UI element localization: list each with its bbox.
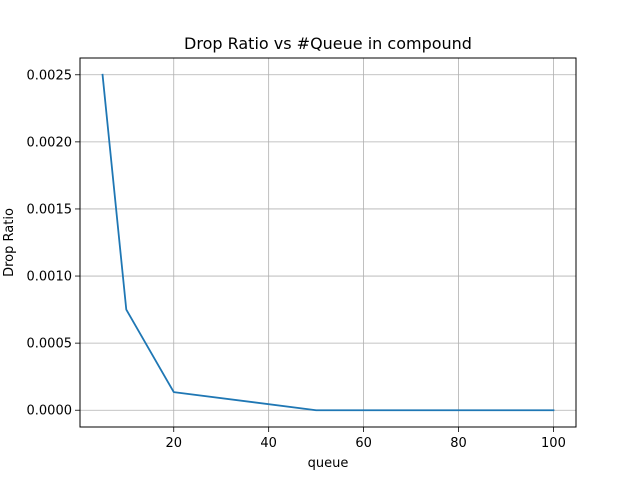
- y-tick-label: 0.0010: [27, 270, 73, 285]
- chart-title: Drop Ratio vs #Queue in compound: [184, 34, 472, 53]
- x-tick-label: 80: [450, 436, 467, 451]
- x-axis-title: queue: [308, 456, 349, 471]
- y-tick-label: 0.0005: [27, 337, 73, 352]
- x-tick-label: 20: [165, 436, 182, 451]
- y-tick-label: 0.0020: [27, 135, 73, 150]
- y-tick-label: 0.0025: [27, 68, 73, 83]
- y-tick-label: 0.0015: [27, 202, 73, 217]
- series-layer: [101, 73, 555, 412]
- x-axis: 20 40 60 80 100: [165, 427, 566, 451]
- series-line: [101, 73, 555, 412]
- x-tick-label: 40: [260, 436, 277, 451]
- x-tick-label: 60: [355, 436, 372, 451]
- y-axis-title: Drop Ratio: [2, 208, 17, 277]
- x-tick-label: 100: [541, 436, 566, 451]
- y-axis: 0.0000 0.0005 0.0010 0.0015 0.0020 0.0025: [27, 68, 80, 419]
- plot-frame: [79, 57, 577, 428]
- y-tick-label: 0.0000: [27, 404, 73, 419]
